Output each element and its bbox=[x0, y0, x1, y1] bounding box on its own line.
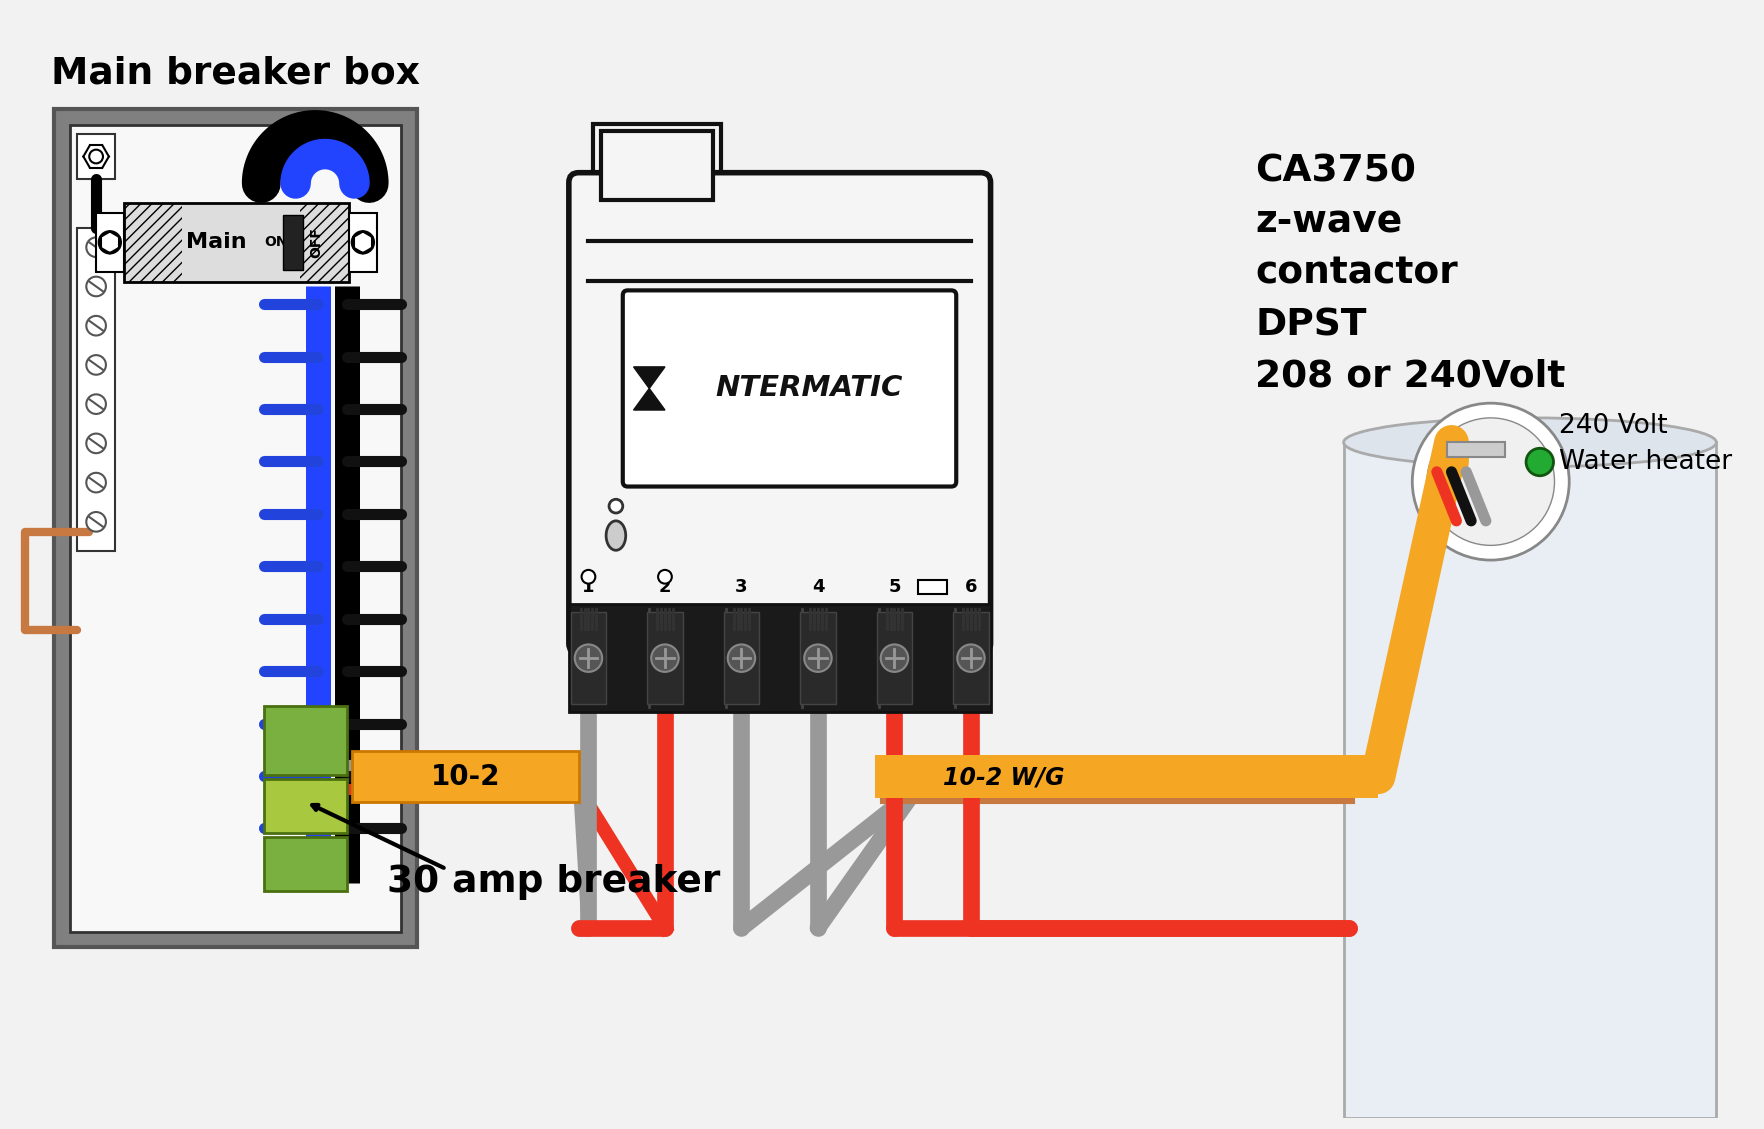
Circle shape bbox=[658, 570, 672, 584]
Text: 240 Volt
Water heater: 240 Volt Water heater bbox=[1559, 413, 1732, 475]
Bar bbox=[123, 203, 182, 281]
Bar bbox=[602, 131, 713, 200]
Bar bbox=[953, 612, 988, 704]
Bar bbox=[69, 124, 400, 931]
Circle shape bbox=[86, 394, 106, 414]
FancyBboxPatch shape bbox=[568, 173, 990, 654]
FancyBboxPatch shape bbox=[623, 290, 956, 487]
Bar bbox=[723, 612, 759, 704]
Circle shape bbox=[86, 356, 106, 375]
Bar bbox=[875, 755, 1378, 798]
Text: NTERMATIC: NTERMATIC bbox=[714, 375, 903, 402]
Bar bbox=[78, 134, 115, 178]
Bar bbox=[284, 215, 303, 270]
Circle shape bbox=[609, 499, 623, 513]
Text: 4: 4 bbox=[811, 578, 824, 596]
Circle shape bbox=[1411, 403, 1568, 560]
Circle shape bbox=[651, 645, 679, 672]
Bar bbox=[263, 837, 348, 891]
Circle shape bbox=[1427, 418, 1554, 545]
Bar bbox=[78, 228, 115, 551]
Circle shape bbox=[804, 645, 831, 672]
Circle shape bbox=[86, 434, 106, 453]
Bar bbox=[300, 203, 349, 281]
Bar bbox=[263, 707, 348, 774]
Text: ON: ON bbox=[263, 235, 288, 250]
Text: Main breaker box: Main breaker box bbox=[51, 55, 420, 91]
Text: 30 amp breaker: 30 amp breaker bbox=[386, 864, 720, 900]
Text: 1: 1 bbox=[582, 578, 594, 596]
Bar bbox=[351, 751, 579, 803]
Bar bbox=[1446, 443, 1505, 457]
Bar bbox=[263, 779, 348, 833]
Circle shape bbox=[86, 277, 106, 296]
Bar bbox=[1342, 443, 1715, 1118]
Bar bbox=[95, 213, 123, 272]
Text: 10-2: 10-2 bbox=[430, 763, 499, 790]
Bar bbox=[55, 108, 416, 947]
Ellipse shape bbox=[1342, 418, 1715, 467]
Text: 6: 6 bbox=[965, 578, 977, 596]
Text: OFF: OFF bbox=[309, 227, 323, 257]
Text: 5: 5 bbox=[887, 578, 900, 596]
Circle shape bbox=[351, 231, 374, 253]
Bar bbox=[349, 213, 376, 272]
Circle shape bbox=[99, 231, 120, 253]
Circle shape bbox=[86, 316, 106, 335]
Circle shape bbox=[956, 645, 984, 672]
Bar bbox=[877, 612, 912, 704]
Circle shape bbox=[86, 237, 106, 257]
Circle shape bbox=[880, 645, 908, 672]
Circle shape bbox=[86, 513, 106, 532]
Circle shape bbox=[727, 645, 755, 672]
Circle shape bbox=[90, 150, 102, 164]
Text: 2: 2 bbox=[658, 578, 670, 596]
Circle shape bbox=[86, 473, 106, 492]
Polygon shape bbox=[633, 388, 665, 410]
Text: CA3750
z-wave
contactor
DPST
208 or 240Volt: CA3750 z-wave contactor DPST 208 or 240V… bbox=[1254, 154, 1565, 395]
Text: Main: Main bbox=[187, 233, 247, 252]
Bar bbox=[123, 203, 349, 281]
Bar bbox=[917, 579, 947, 594]
Bar bbox=[123, 203, 182, 281]
Text: 10-2 W/G: 10-2 W/G bbox=[944, 765, 1064, 789]
Text: 3: 3 bbox=[736, 578, 748, 596]
Bar bbox=[799, 612, 834, 704]
Polygon shape bbox=[633, 367, 665, 388]
FancyBboxPatch shape bbox=[593, 124, 720, 212]
Bar bbox=[568, 604, 990, 712]
Circle shape bbox=[575, 645, 602, 672]
Bar bbox=[647, 612, 683, 704]
Circle shape bbox=[582, 570, 594, 584]
Circle shape bbox=[1526, 448, 1552, 475]
Bar bbox=[300, 203, 349, 281]
Bar bbox=[570, 612, 605, 704]
Ellipse shape bbox=[605, 520, 626, 550]
